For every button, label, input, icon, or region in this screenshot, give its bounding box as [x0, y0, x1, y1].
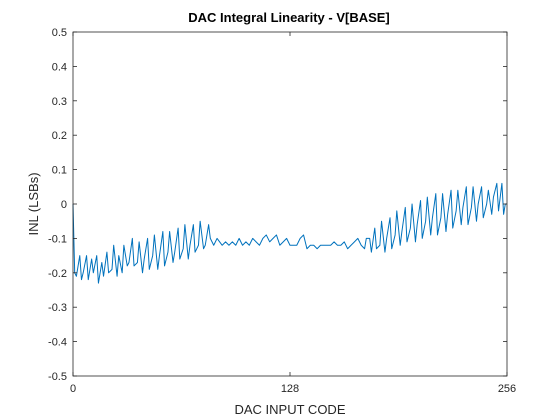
x-tick-label: 128	[281, 383, 299, 395]
x-axis-label: DAC INPUT CODE	[235, 402, 346, 417]
y-tick-label: 0	[61, 199, 67, 211]
axes-box	[72, 31, 508, 377]
chart-title: DAC Integral Linearity - V[BASE]	[188, 10, 390, 25]
series-layer	[72, 182, 507, 284]
x-tick-label: 0	[70, 383, 76, 395]
y-tick-label: 0.4	[52, 61, 67, 73]
y-tick-label: 0.3	[52, 96, 67, 108]
series-line-0	[72, 182, 507, 284]
y-tick-label: -0.2	[48, 268, 67, 280]
y-axis-label: INL (LSBs)	[26, 172, 41, 235]
y-tick-label: -0.4	[48, 337, 67, 349]
y-tick-label: -0.3	[48, 302, 67, 314]
y-tick-label: 0.2	[52, 130, 67, 142]
y-tick-label: -0.1	[48, 233, 67, 245]
x-tick-label: 256	[498, 383, 516, 395]
tick-layer: -0.5 -0.4 -0.3 -0.2 -0.1 0 0.1 0.2 0.3 0.4 0.5 0 128…	[48, 27, 516, 395]
y-tick-label: 0.5	[52, 27, 67, 39]
y-tick-label: -0.5	[48, 371, 67, 383]
y-tick-label: 0.1	[52, 165, 67, 177]
